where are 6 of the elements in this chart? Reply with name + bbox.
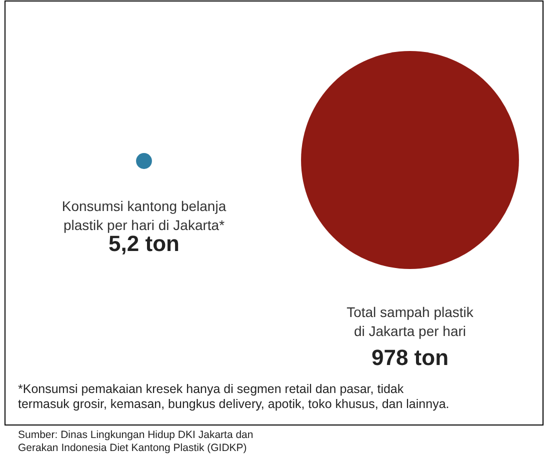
category-label: Total sampah plastik di Jakarta per hari: [346, 304, 474, 339]
data-label: 978 ton: [371, 345, 449, 370]
category-label: Konsumsi kantong belanja plastik per hari di Jakarta*: [62, 198, 226, 233]
data-label: 5,2 ton: [108, 231, 180, 256]
text: Sumber: Dinas Lingkungan Hidup DKI Jakarta dan Gerakan Indonesia Diet Kantong Plastik (GIDKP): [18, 429, 254, 454]
text: *Konsumsi pemakaian kresek hanya di segmen retail dan pasar, tidak termasuk grosir, kemasan, bungkus delivery, apotik, toko khusus, dan lainnya.: [18, 382, 450, 411]
